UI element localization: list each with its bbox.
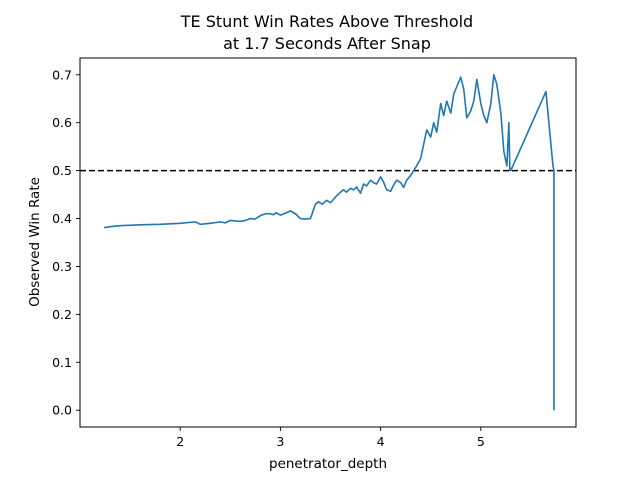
y-tick-label: 0.4 <box>52 211 72 226</box>
x-tick-label: 4 <box>377 434 385 449</box>
axes-frame <box>79 57 577 428</box>
y-axis-ticks: 0.0 0.1 0.2 0.3 0.4 0.5 0.6 0.7 <box>52 67 80 418</box>
x-axis-ticks: 2 3 4 5 <box>176 427 485 449</box>
x-tick-label: 3 <box>276 434 284 449</box>
y-tick-label: 0.2 <box>52 307 72 322</box>
chart-title-line2: at 1.7 Seconds After Snap <box>223 34 431 53</box>
y-tick-label: 0.0 <box>52 403 72 418</box>
y-tick-label: 0.3 <box>52 259 72 274</box>
x-tick-label: 5 <box>477 434 485 449</box>
series-line-0 <box>103 73 555 411</box>
y-tick-label: 0.6 <box>52 115 72 130</box>
y-tick-label: 0.5 <box>52 163 72 178</box>
y-tick-label: 0.7 <box>52 67 72 82</box>
chart-title-line1: TE Stunt Win Rates Above Threshold <box>180 12 473 31</box>
x-axis-label: penetrator_depth <box>269 456 387 472</box>
y-axis-label: Observed Win Rate <box>27 177 43 307</box>
plot-area <box>80 73 576 411</box>
x-tick-label: 2 <box>176 434 184 449</box>
y-tick-label: 0.1 <box>52 355 72 370</box>
